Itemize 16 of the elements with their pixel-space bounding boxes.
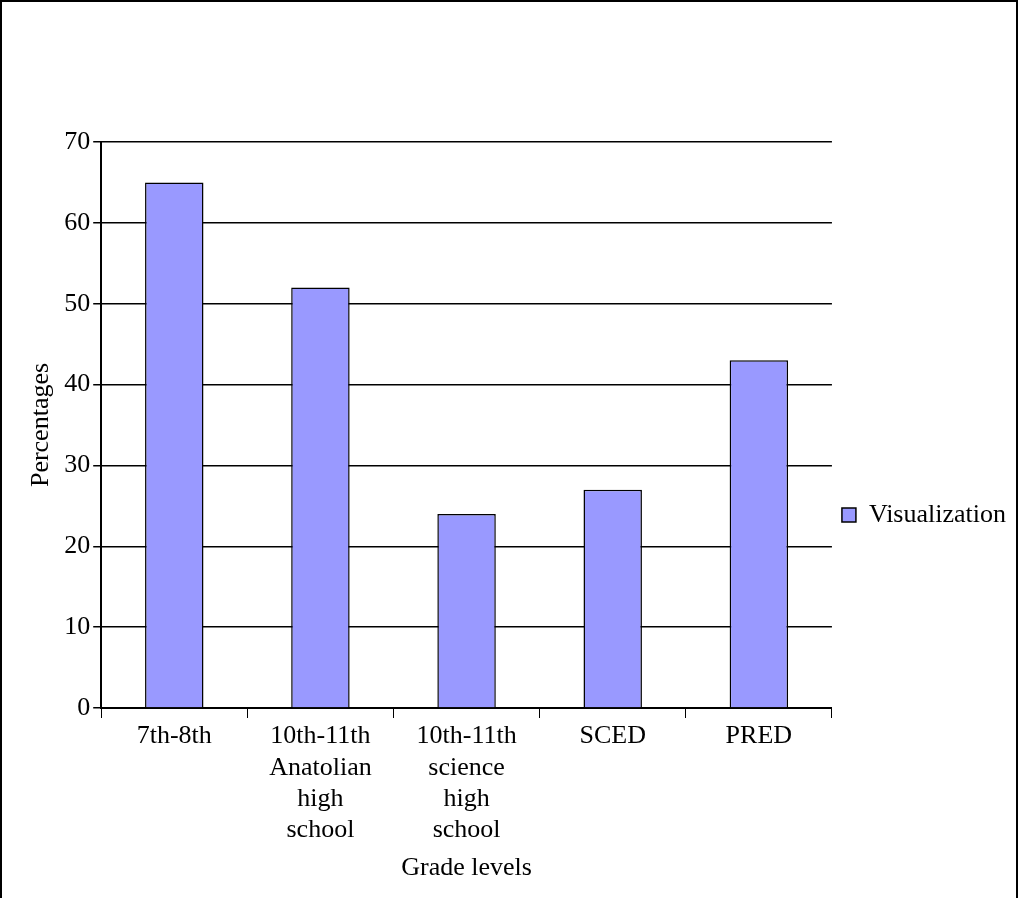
y-tick-label: 50 xyxy=(64,287,91,317)
y-tick-label: 70 xyxy=(64,125,91,155)
y-tick-label: 60 xyxy=(64,206,91,236)
x-axis-title: Grade levels xyxy=(401,852,532,882)
y-tick-label: 0 xyxy=(77,691,91,721)
x-tick-label: 10th-11th Anatolian high school xyxy=(269,720,372,844)
x-tick-label: PRED xyxy=(725,720,793,750)
y-tick-label: 20 xyxy=(64,530,91,560)
y-tick-label: 10 xyxy=(64,610,91,640)
x-tick-label: SCED xyxy=(579,720,646,750)
y-axis-title: Percentages xyxy=(25,362,55,488)
x-tick-label: 7th-8th xyxy=(136,720,212,750)
y-tick-label: 30 xyxy=(64,449,91,479)
x-tick-label: 10th-11th science high school xyxy=(416,720,517,844)
y-tick-label: 40 xyxy=(64,368,91,398)
legend-label: Visualization xyxy=(868,498,1007,528)
